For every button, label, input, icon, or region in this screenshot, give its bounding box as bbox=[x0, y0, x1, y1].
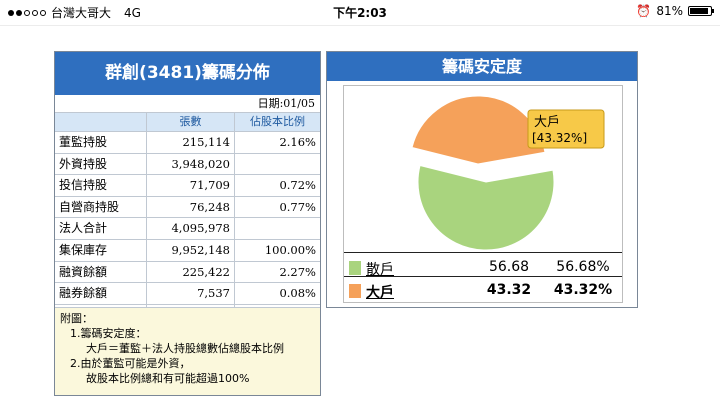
stability-panel: 籌碼安定度 大戶 [43.32%] 散戶 56.68 56.68% 大戶 43.32 43.… bbox=[326, 51, 638, 308]
status-right: ⏰ 81% bbox=[636, 4, 714, 18]
table-row: 融券餘額 7,537 0.08% bbox=[55, 283, 320, 305]
stability-title: 籌碼安定度 bbox=[327, 52, 637, 81]
row-ratio bbox=[235, 154, 320, 175]
header-shares: 張數 bbox=[147, 113, 235, 131]
table-date: 日期:01/05 bbox=[257, 97, 315, 110]
row-shares: 7,537 bbox=[147, 283, 235, 304]
legend-value: 43.32 bbox=[486, 282, 532, 298]
row-shares: 3,948,020 bbox=[147, 153, 235, 175]
row-label: 集保庫存 bbox=[55, 239, 147, 261]
table-row: 董監持股 215,114 2.16% bbox=[55, 132, 320, 154]
table-row: 自營商持股 76,248 0.77% bbox=[55, 196, 320, 219]
tooltip-label: 大戶 bbox=[534, 115, 560, 130]
row-shares: 71,709 bbox=[147, 175, 235, 196]
note-item-2: 2.由於董監可能是外資， bbox=[70, 357, 191, 370]
row-ratio: 0.72% bbox=[279, 178, 316, 193]
table-row: 投信持股 71,709 0.72% bbox=[55, 175, 320, 197]
row-ratio: 0.77% bbox=[279, 199, 316, 214]
row-label: 外資持股 bbox=[55, 153, 147, 175]
legend-percent: 43.32% bbox=[553, 282, 613, 298]
chart-frame: 大戶 [43.32%] 散戶 56.68 56.68% 大戶 43.32 43.32% bbox=[343, 85, 623, 303]
legend-swatch bbox=[349, 284, 361, 298]
legend-label[interactable]: 散戶 bbox=[366, 262, 394, 278]
note-item-2-detail: 故股本比例總和有可能超過100% bbox=[86, 372, 250, 385]
page-divider bbox=[0, 25, 720, 26]
note-item-1: 1.籌碼安定度： bbox=[70, 327, 147, 340]
header-blank bbox=[55, 113, 147, 131]
legend-divider bbox=[344, 276, 622, 277]
table-row: 融資餘額 225,422 2.27% bbox=[55, 261, 320, 284]
table-header: 張數 佔股本比例 bbox=[55, 112, 320, 132]
tooltip-value: [43.32%] bbox=[532, 131, 587, 145]
row-ratio: 2.27% bbox=[279, 264, 316, 279]
notes-heading: 附圖： bbox=[60, 312, 93, 325]
row-ratio: 2.16% bbox=[279, 135, 316, 149]
row-shares: 225,422 bbox=[147, 261, 235, 283]
battery-percent: 81% bbox=[656, 4, 683, 18]
table-body: 董監持股 215,114 2.16% 外資持股 3,948,020 投信持股 71,709 0… bbox=[55, 132, 320, 327]
network-label: 4G bbox=[124, 5, 141, 20]
legend-percent: 56.68% bbox=[556, 259, 610, 275]
legend-value: 56.68 bbox=[488, 259, 530, 275]
carrier-label: 台灣大哥大 bbox=[51, 6, 112, 20]
row-shares: 215,114 bbox=[147, 132, 235, 153]
table-row: 法人合計 4,095,978 bbox=[55, 218, 320, 240]
battery-icon bbox=[688, 6, 714, 16]
row-label: 投信持股 bbox=[55, 175, 147, 196]
status-time: 下午2:03 bbox=[333, 6, 387, 20]
pie-slice-major[interactable] bbox=[411, 95, 546, 165]
row-ratio bbox=[235, 218, 320, 239]
legend-row: 散戶 56.68 56.68% bbox=[344, 257, 622, 279]
signal-strength-icon bbox=[8, 9, 46, 16]
row-shares: 4,095,978 bbox=[147, 218, 235, 239]
legend-swatch bbox=[349, 261, 361, 275]
legend-row: 大戶 43.32 43.32% bbox=[344, 280, 622, 302]
row-ratio: 100.00% bbox=[264, 242, 316, 257]
pie-chart: 大戶[43.32%] bbox=[411, 95, 605, 251]
note-item-1-detail: 大戶＝董監＋法人持股總數佔總股本比例 bbox=[86, 342, 284, 355]
status-bar: 台灣大哥大 4G 下午2:03 ⏰ 81% bbox=[0, 0, 720, 24]
table-title: 群創(3481)籌碼分佈 bbox=[55, 52, 320, 95]
row-label: 融資餘額 bbox=[55, 261, 147, 283]
holdings-table-panel: 群創(3481)籌碼分佈 日期:01/05 張數 佔股本比例 董監持股 215,1… bbox=[54, 51, 321, 396]
row-shares: 76,248 bbox=[147, 196, 235, 218]
table-row: 集保庫存 9,952,148 100.00% bbox=[55, 239, 320, 262]
pie-slice-retail[interactable] bbox=[417, 164, 555, 251]
legend-label[interactable]: 大戶 bbox=[366, 285, 394, 301]
row-label: 自營商持股 bbox=[55, 196, 147, 218]
legend-divider bbox=[344, 252, 622, 253]
row-ratio: 0.08% bbox=[279, 286, 316, 301]
status-left: 台灣大哥大 4G bbox=[8, 4, 141, 21]
row-shares: 9,952,148 bbox=[147, 239, 235, 261]
table-row: 外資持股 3,948,020 bbox=[55, 153, 320, 176]
row-label: 董監持股 bbox=[55, 132, 147, 153]
row-label: 法人合計 bbox=[55, 218, 147, 239]
alarm-icon: ⏰ bbox=[636, 4, 652, 18]
pie-tooltip: 大戶[43.32%] bbox=[527, 109, 605, 149]
header-ratio: 佔股本比例 bbox=[250, 115, 305, 128]
notes-box: 附圖： 1.籌碼安定度： 大戶＝董監＋法人持股總數佔總股本比例 2.由於董監可能… bbox=[55, 307, 320, 395]
row-label: 融券餘額 bbox=[55, 283, 147, 304]
